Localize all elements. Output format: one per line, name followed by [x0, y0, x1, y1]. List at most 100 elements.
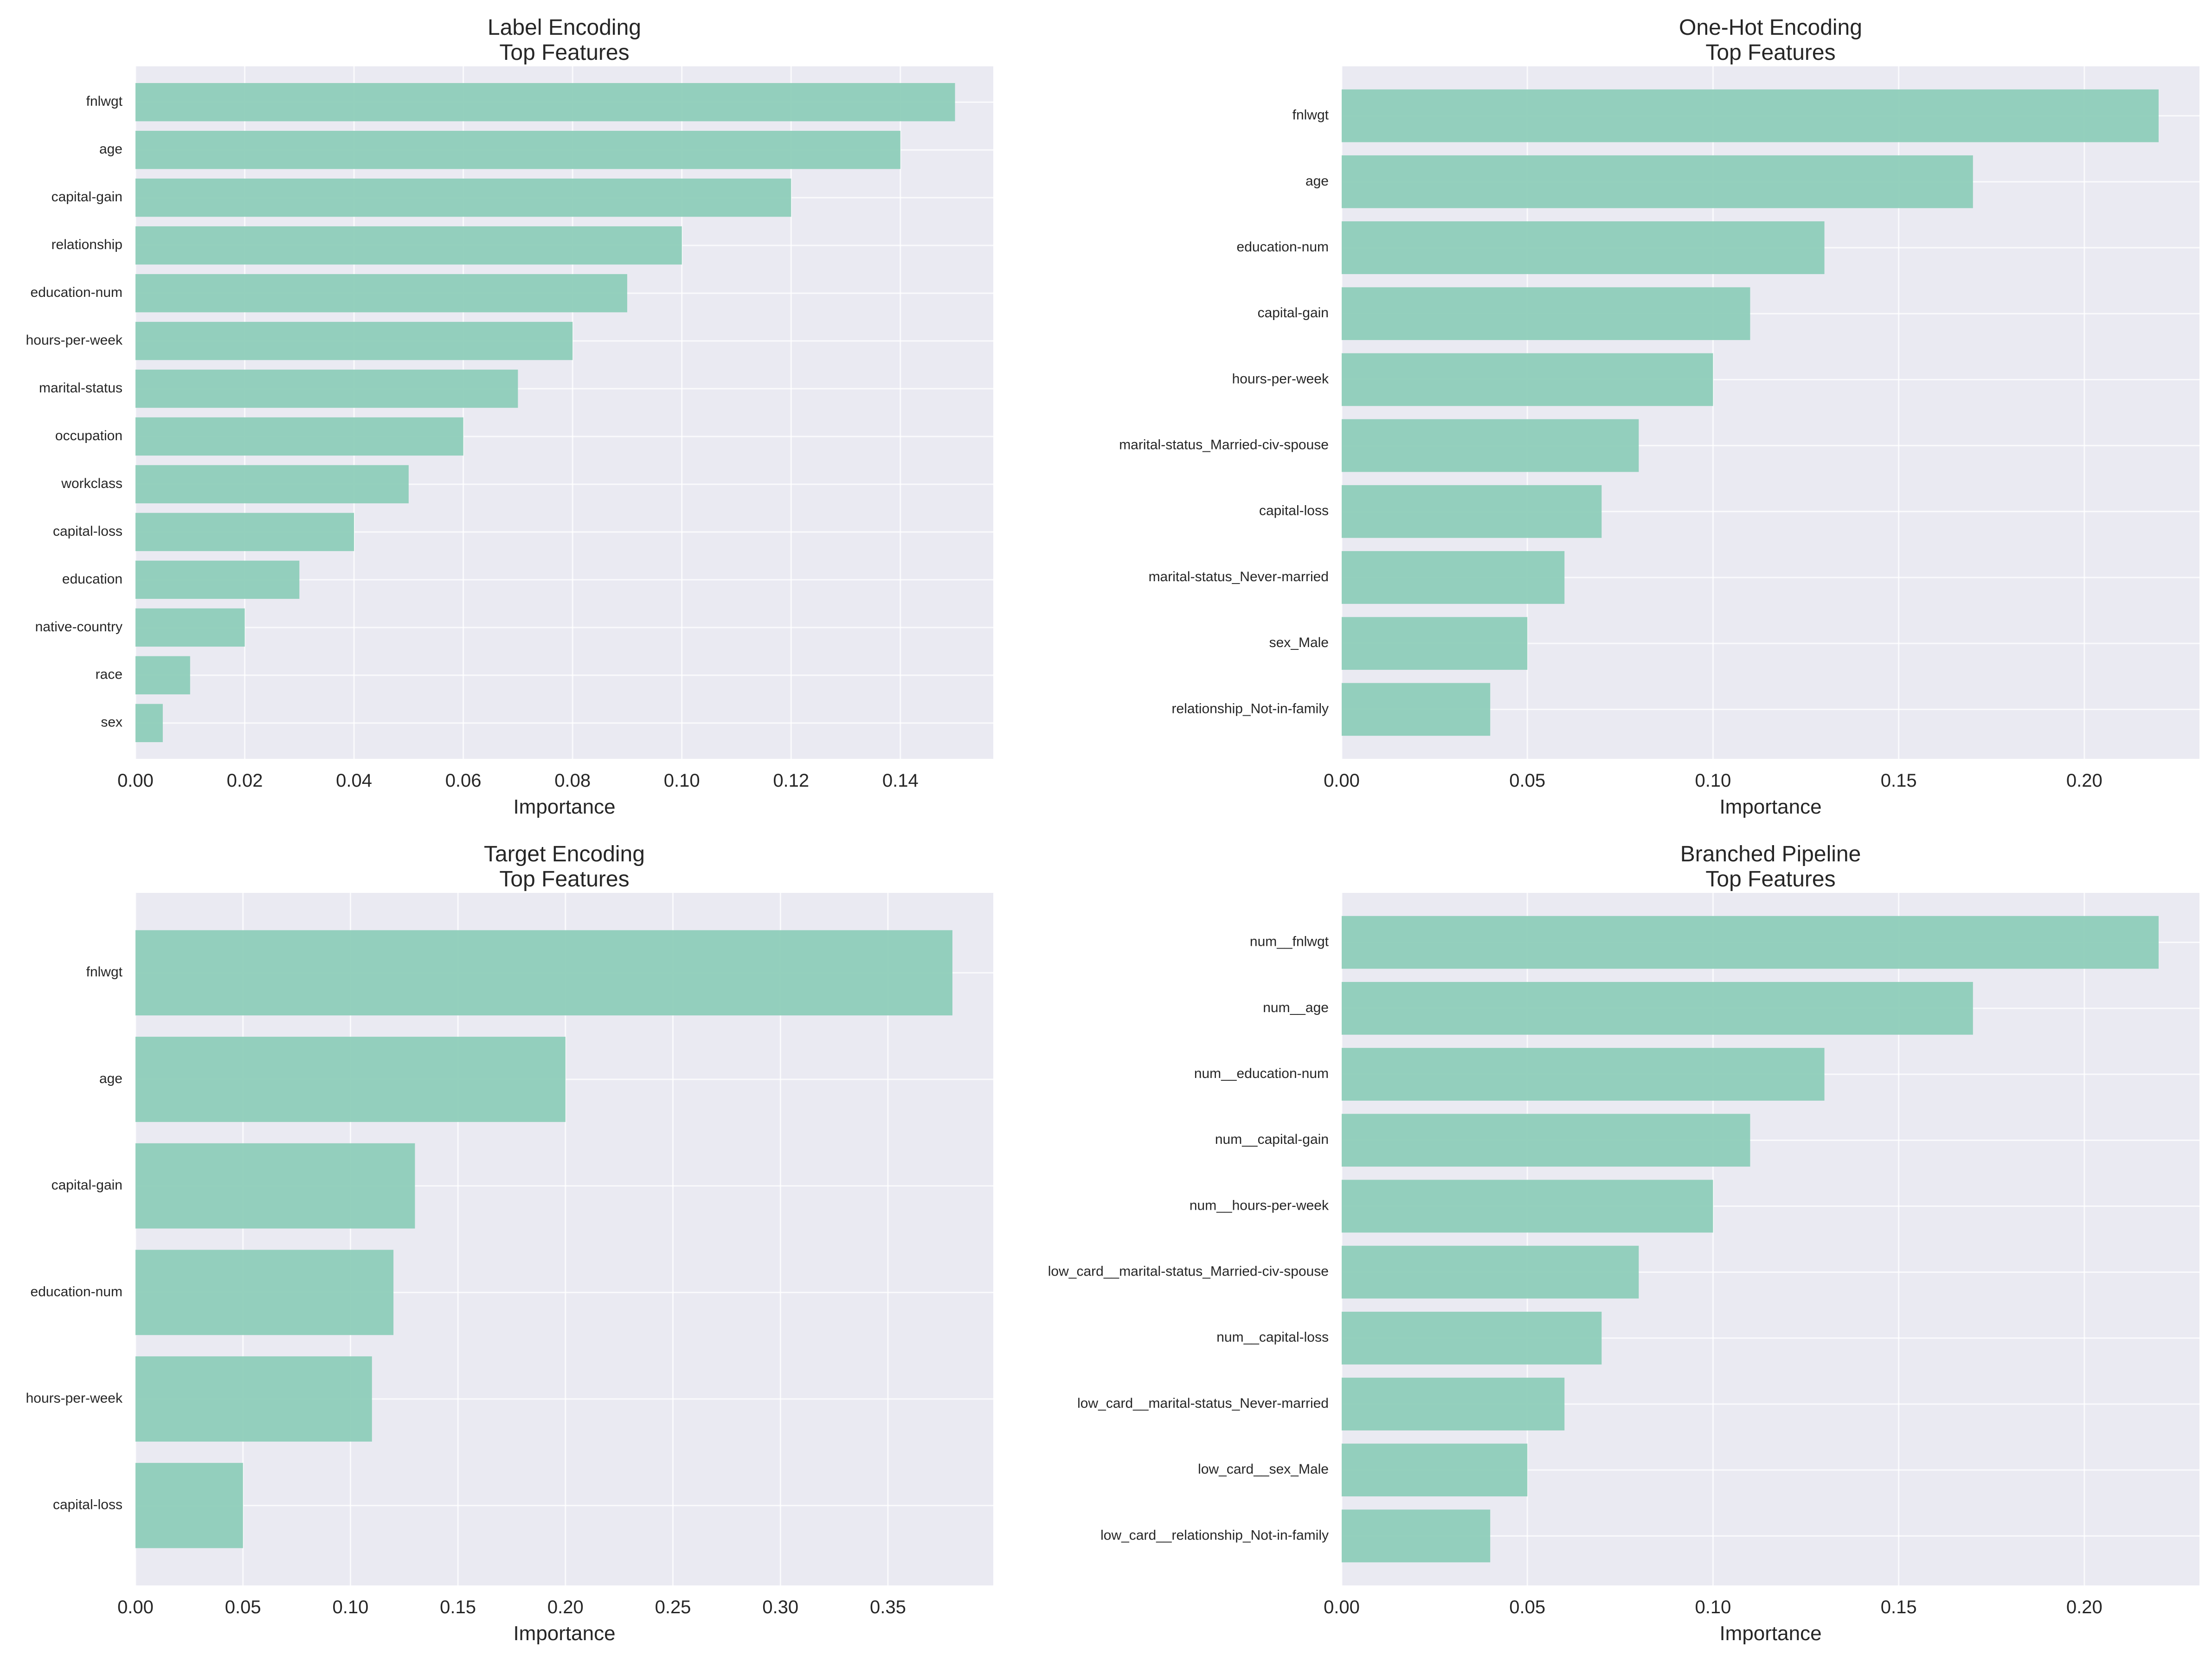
y-tick-label: capital-gain	[51, 189, 122, 205]
y-tick-label: age	[1305, 173, 1329, 189]
bar-2	[1342, 155, 1973, 208]
x-axis-label: Importance	[513, 795, 615, 818]
y-tick-label: workclass	[61, 476, 122, 491]
y-tick-label: education-num	[31, 285, 122, 300]
x-tick-label: 0.12	[773, 770, 809, 791]
y-tick-label: hours-per-week	[26, 1391, 123, 1406]
x-axis-label: Importance	[1719, 1622, 1821, 1645]
y-tick-label: hours-per-week	[1232, 371, 1329, 386]
chart-subtitle: Top Features	[1705, 40, 1835, 65]
x-tick-label: 0.10	[332, 1597, 368, 1617]
x-tick-label: 0.15	[1881, 1597, 1917, 1617]
y-tick-label: occupation	[55, 428, 122, 443]
chart-panel-4: num__fnlwgt num__age num__education-numnum…	[1048, 842, 2199, 1645]
x-tick-label: 0.00	[117, 770, 154, 791]
chart-subtitle: Top Features	[499, 40, 629, 65]
x-tick-label: 0.08	[554, 770, 591, 791]
bar-3	[1342, 1048, 1825, 1101]
y-tick-label: num__hours-per-week	[1190, 1198, 1329, 1213]
y-tick-label: low_card__marital-status_Never-married	[1077, 1396, 1329, 1411]
bar-14	[135, 704, 163, 742]
y-tick-label: num__education-num	[1194, 1066, 1329, 1081]
bar-7	[1342, 1311, 1602, 1365]
bar-2	[1342, 981, 1973, 1035]
chart-title: Target Encoding	[484, 842, 645, 866]
y-tick-label: num__capital-gain	[1215, 1132, 1329, 1147]
bar-5	[135, 1356, 372, 1442]
bar-11	[135, 560, 300, 599]
x-tick-label: 0.05	[1509, 1597, 1545, 1617]
chart-panel-2: fnlwgt age education-num capital-gain hours-…	[1119, 15, 2199, 818]
y-tick-label: age	[99, 1071, 122, 1086]
bar-8	[135, 417, 463, 456]
bar-9	[1342, 617, 1528, 670]
bar-12	[135, 608, 245, 647]
y-tick-label: sex	[101, 715, 122, 730]
y-tick-label: num__capital-loss	[1216, 1330, 1329, 1345]
x-tick-label: 0.05	[225, 1597, 261, 1617]
y-tick-label: num__fnlwgt	[1250, 934, 1329, 949]
bar-10	[1342, 1509, 1491, 1563]
bar-3	[135, 1143, 415, 1229]
x-tick-label: 0.05	[1509, 770, 1545, 791]
x-tick-label: 0.10	[1695, 1597, 1731, 1617]
bar-9	[1342, 1443, 1528, 1497]
y-tick-label: capital-loss	[53, 524, 122, 539]
x-axis-label: Importance	[513, 1622, 615, 1645]
bar-5	[135, 274, 627, 313]
chart-title: Branched Pipeline	[1680, 842, 1861, 866]
y-tick-label: fnlwgt	[1292, 108, 1329, 123]
x-tick-label: 0.10	[1695, 770, 1731, 791]
bar-7	[1342, 485, 1602, 538]
x-tick-label: 0.00	[117, 1597, 154, 1617]
y-tick-label: low_card__relationship_Not-in-family	[1100, 1527, 1329, 1543]
x-tick-label: 0.00	[1324, 1597, 1360, 1617]
chart-panel-1: fnlwgt age capital-gain relationship educati…	[26, 15, 993, 818]
x-tick-label: 0.15	[440, 1597, 476, 1617]
bar-4	[135, 1250, 394, 1335]
bar-2	[135, 1037, 566, 1122]
bar-4	[135, 226, 682, 265]
x-tick-label: 0.35	[870, 1597, 906, 1617]
plot-area	[135, 66, 993, 759]
bar-13	[135, 656, 190, 694]
y-tick-label: native-country	[35, 619, 122, 635]
y-tick-label: low_card__sex_Male	[1198, 1462, 1329, 1477]
y-tick-label: education	[62, 571, 122, 587]
bar-1	[1342, 916, 2159, 969]
bar-1	[135, 930, 952, 1016]
bar-4	[1342, 287, 1750, 340]
x-tick-label: 0.14	[882, 770, 919, 791]
y-tick-label: age	[99, 141, 122, 157]
bar-1	[135, 83, 955, 122]
x-tick-label: 0.04	[336, 770, 372, 791]
x-tick-label: 0.15	[1881, 770, 1917, 791]
x-tick-label: 0.06	[445, 770, 482, 791]
bar-9	[135, 465, 409, 504]
bar-4	[1342, 1114, 1750, 1167]
bar-1	[1342, 89, 2159, 142]
chart-title: One-Hot Encoding	[1679, 15, 1862, 40]
y-tick-label: fnlwgt	[86, 964, 123, 980]
x-tick-label: 0.30	[762, 1597, 798, 1617]
bar-10	[1342, 683, 1491, 736]
bar-10	[135, 513, 354, 552]
x-tick-label: 0.10	[664, 770, 700, 791]
x-tick-label: 0.00	[1324, 770, 1360, 791]
bar-2	[135, 131, 900, 169]
y-tick-label: capital-gain	[51, 1178, 122, 1193]
bar-8	[1342, 551, 1565, 604]
chart-panel-3: fnlwgt age capital-gain education-num hours-…	[26, 842, 993, 1645]
x-tick-label: 0.02	[227, 770, 263, 791]
bar-5	[1342, 1180, 1713, 1233]
bar-5	[1342, 353, 1713, 406]
x-tick-label: 0.20	[2066, 770, 2103, 791]
bar-3	[135, 178, 791, 217]
y-tick-label: low_card__marital-status_Married-civ-spo…	[1048, 1264, 1329, 1279]
x-tick-label: 0.20	[2066, 1597, 2103, 1617]
bar-3	[1342, 221, 1825, 274]
bar-8	[1342, 1378, 1565, 1430]
y-tick-label: marital-status_Never-married	[1149, 569, 1329, 584]
x-tick-label: 0.25	[655, 1597, 691, 1617]
